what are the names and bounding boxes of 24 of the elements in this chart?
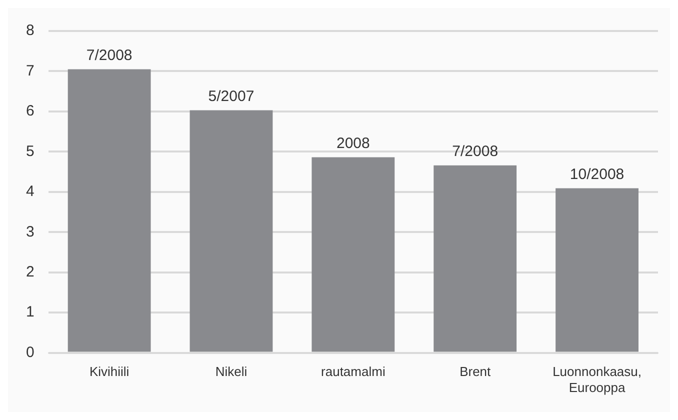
x-tick-label: Brent <box>460 364 492 380</box>
y-tick-label: 8 <box>26 22 34 40</box>
bar <box>434 165 517 352</box>
x-tick-label: Kivihiili <box>89 364 130 380</box>
annotation: 7/2008 <box>452 142 498 160</box>
bar <box>68 69 151 352</box>
y-tick-label: 4 <box>26 183 34 200</box>
y-tick-label: 1 <box>26 304 34 321</box>
y-tick-label: 5 <box>26 142 34 160</box>
y-tick-label: 0 <box>26 344 34 361</box>
y-tick-label: 3 <box>26 223 34 240</box>
y-tick-label: 6 <box>26 102 34 120</box>
annotation: 10/2008 <box>570 166 624 183</box>
bar <box>556 188 638 352</box>
bar <box>312 157 395 352</box>
x-tick-label: Luonnonkaasu, Eurooppa <box>552 364 642 395</box>
y-tick-label: 7 <box>26 62 34 80</box>
bar <box>190 110 273 352</box>
annotation: 5/2007 <box>208 88 254 105</box>
x-tick-label: rautamalmi <box>321 364 386 380</box>
annotation: 2008 <box>336 134 370 152</box>
y-tick-label: 2 <box>26 263 34 280</box>
annotation: 7/2008 <box>86 46 132 64</box>
x-tick-label: Nikeli <box>215 364 248 380</box>
